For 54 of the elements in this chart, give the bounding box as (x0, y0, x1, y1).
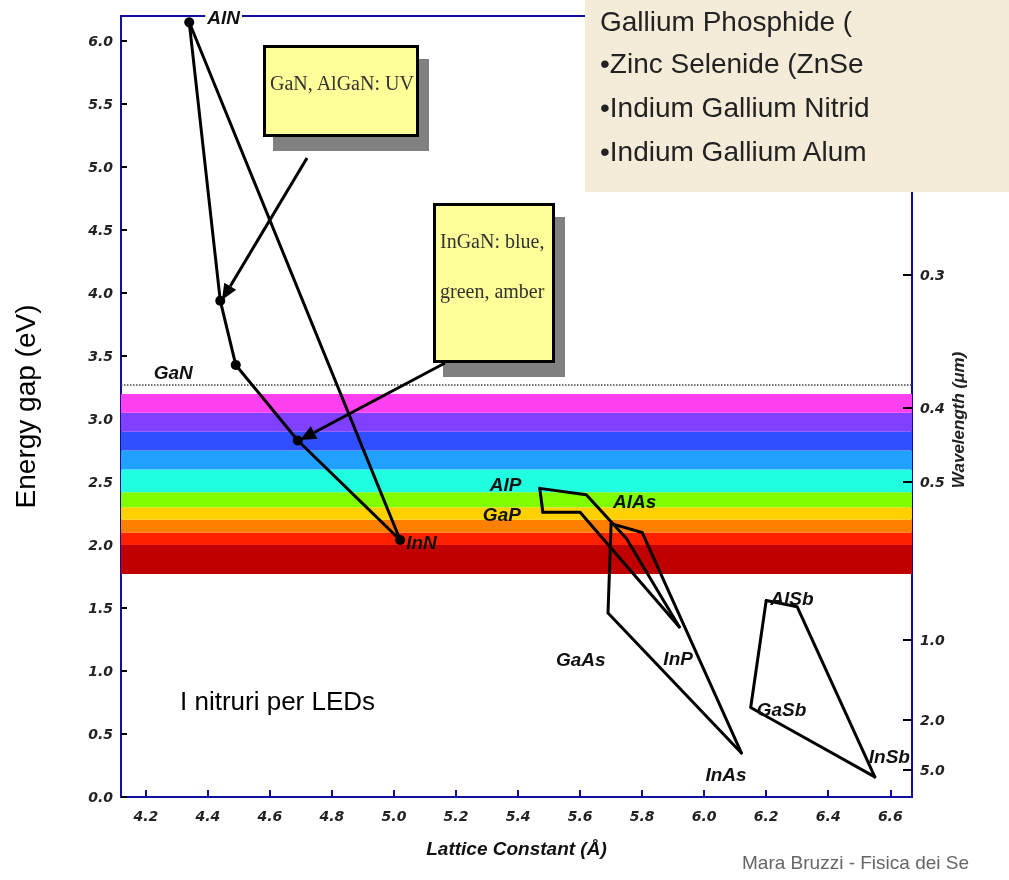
annotation: InAs (705, 764, 747, 786)
y-tick-label: 2.5 (88, 474, 114, 491)
x-tick-label: 6.4 (815, 808, 841, 824)
annotation: •Zinc Selenide (ZnSe (600, 48, 864, 80)
y-tick-label: 5.5 (88, 96, 114, 113)
text: 5.0 (920, 762, 946, 778)
annotation: AlAs (612, 491, 657, 513)
annotation: GaN, AlGaN: UV (270, 72, 414, 94)
text: 2.0 (920, 712, 946, 728)
y2-axis-title: Wavelength (μm) (948, 351, 968, 489)
text: 1.0 (920, 632, 946, 648)
annotation: I nitruri per LEDs (180, 686, 376, 717)
annotation: GaP (482, 503, 522, 525)
x-tick-label: 6.0 (691, 808, 717, 824)
y-tick-label: 0.5 (88, 726, 114, 743)
annotation: InN (406, 531, 439, 553)
y-tick-label: 3.0 (88, 411, 114, 428)
annotation: AlP (488, 473, 522, 495)
annotation: GaN (153, 362, 195, 384)
x-tick-label: 6.6 (877, 808, 903, 824)
annotation: GaAs (556, 648, 606, 670)
x-tick-label: 5.2 (443, 808, 469, 824)
text: 0.4 (920, 400, 945, 416)
annotation: •Indium Gallium Alum (600, 136, 867, 168)
y-tick-label: 1.0 (88, 663, 114, 680)
x-tick-label: 4.8 (318, 808, 345, 824)
x-tick-label: 5.0 (381, 808, 407, 824)
x-tick-label: 5.8 (629, 808, 655, 824)
annotation: •Indium Gallium Nitrid (600, 92, 870, 124)
annotation: Gallium Phosphide ( (600, 6, 853, 38)
y-tick-label: 6.0 (88, 33, 114, 50)
y-tick-label: 2.0 (88, 537, 114, 554)
y-tick-label: 4.0 (87, 285, 114, 302)
x-tick-label: 4.6 (256, 808, 283, 824)
annotation: AlSb (769, 587, 814, 609)
x-tick-label: 5.4 (505, 808, 531, 824)
text: 0.5 (920, 474, 946, 490)
y-tick-label: 4.5 (87, 222, 114, 239)
x-tick-label: 4.4 (194, 808, 221, 824)
x-axis-title: Lattice Constant (Å) (426, 838, 607, 859)
y-tick-label: 0.0 (88, 789, 114, 805)
annotation: AlN (206, 6, 242, 28)
text: Mara Bruzzi - Fisica dei Se (742, 852, 970, 874)
x-tick-label: 5.6 (567, 808, 593, 824)
annotation: InSb (868, 746, 911, 768)
y-axis-title: Energy gap (eV) (9, 304, 41, 509)
x-tick-label: 4.2 (132, 808, 159, 824)
y-tick-label: 5.0 (88, 159, 114, 176)
y-tick-label: 3.5 (88, 348, 114, 365)
annotation: InP (663, 648, 694, 670)
annotation: GaSb (756, 699, 807, 721)
x-tick-label: 6.2 (753, 808, 779, 824)
y-tick-label: 1.5 (88, 600, 114, 617)
text: 0.3 (920, 267, 945, 283)
